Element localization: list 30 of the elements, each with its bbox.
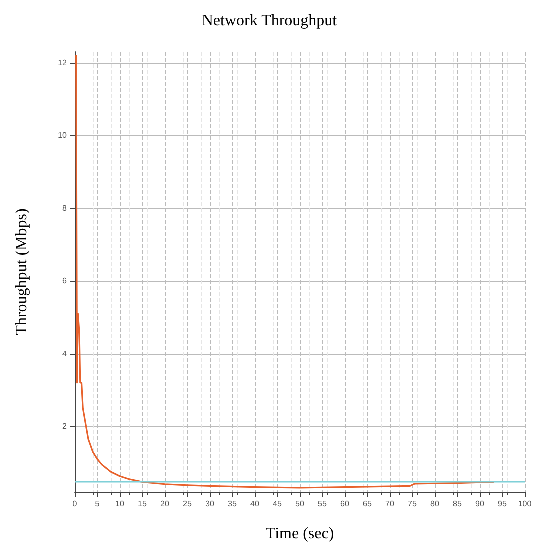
x-tick-label: 65	[363, 500, 372, 508]
x-tick-label: 75	[408, 500, 418, 508]
x-tick-label: 35	[228, 500, 238, 508]
x-tick-label: 20	[160, 500, 170, 508]
x-tick-label: 80	[430, 500, 440, 508]
x-tick-label: 90	[476, 500, 485, 508]
y-tick-label: 10	[58, 131, 68, 140]
x-tick-label: 30	[206, 500, 215, 508]
y-tick-label: 4	[62, 349, 68, 358]
y-tick-label: 2	[62, 422, 68, 432]
x-tick-label: 55	[318, 500, 328, 508]
x-tick-label: 45	[273, 500, 282, 508]
y-tick-label: 6	[62, 276, 68, 286]
x-tick-label: 10	[116, 500, 125, 508]
y-axis-title: Throughput (Mbps)	[14, 208, 30, 336]
y-tick-label: 12	[58, 58, 68, 68]
x-tick-label: 0	[72, 500, 78, 508]
x-axis-title: Time (sec)	[266, 526, 334, 542]
y-tick-label: 8	[62, 204, 68, 213]
x-tick-label: 100	[518, 500, 532, 508]
x-tick-label: 25	[183, 500, 192, 508]
x-tick-label: 5	[95, 500, 100, 508]
x-tick-label: 15	[138, 500, 148, 508]
x-tick-label: 60	[340, 500, 350, 508]
x-tick-label: 40	[250, 500, 260, 508]
x-tick-label: 70	[386, 500, 395, 508]
chart-title: Network Throughput	[202, 12, 338, 30]
x-tick-label: 50	[296, 500, 305, 508]
x-tick-label: 85	[453, 500, 462, 508]
x-tick-label: 95	[498, 500, 508, 508]
